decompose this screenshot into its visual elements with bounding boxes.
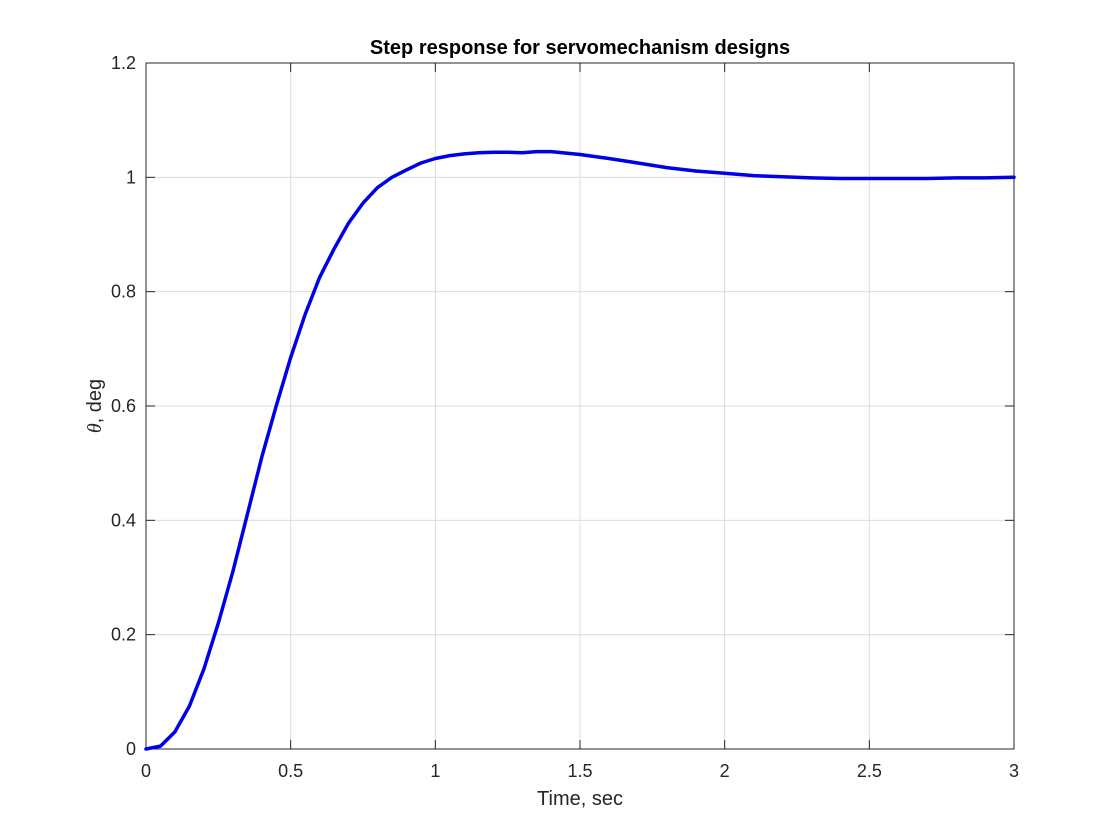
x-tick-label: 2.5 xyxy=(857,761,882,781)
x-axis-label: Time, sec xyxy=(537,788,623,810)
x-tick-label: 0 xyxy=(141,761,151,781)
y-axis-label: θ, deg xyxy=(84,379,106,433)
series-line xyxy=(144,149,1016,751)
y-tick-label: 0.4 xyxy=(111,510,136,530)
y-tick-label: 0 xyxy=(126,739,136,759)
x-tick-label: 2 xyxy=(720,761,730,781)
y-tick-label: 0.8 xyxy=(111,282,136,302)
y-tick-label: 1.2 xyxy=(111,53,136,73)
y-axis-label-symbol: θ xyxy=(84,423,106,433)
chart-title: Step response for servomechanism designs xyxy=(370,37,790,59)
y-tick-label: 1 xyxy=(126,167,136,187)
x-tick-label: 1 xyxy=(430,761,440,781)
y-tick-labels: 0 0.2 0.4 0.6 0.8 1 1.2 xyxy=(111,53,136,759)
x-tick-labels: 0 0.5 1 1.5 2 2.5 3 xyxy=(141,761,1019,781)
y-tick-label: 0.6 xyxy=(111,396,136,416)
x-tick-label: 1.5 xyxy=(567,761,592,781)
y-tick-label: 0.2 xyxy=(111,625,136,645)
x-tick-label: 0.5 xyxy=(278,761,303,781)
series-lines xyxy=(144,149,1016,751)
x-tick-label: 3 xyxy=(1009,761,1019,781)
y-axis-label-text: , deg xyxy=(84,379,106,423)
